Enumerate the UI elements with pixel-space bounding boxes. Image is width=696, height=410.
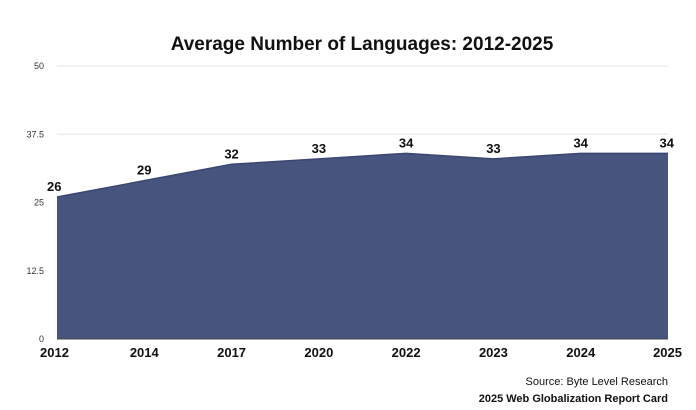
series-line: [56, 152, 668, 198]
x-tick-label: 2012: [40, 345, 69, 360]
x-tick-label: 2017: [217, 345, 246, 360]
x-tick-label: 2014: [130, 345, 160, 360]
data-label: 34: [399, 135, 414, 150]
label-layer: 2012 2014 2017 2020 2022 2023 2024 2025 26 29 32 33…: [40, 135, 682, 360]
report-title: 2025 Web Globalization Report Card: [478, 393, 668, 405]
data-label: 34: [573, 135, 588, 150]
y-tick-label: 50: [34, 61, 44, 71]
area-series: [57, 153, 668, 339]
x-tick-label: 2025: [653, 345, 682, 360]
data-label: 34: [660, 135, 675, 150]
data-label: 32: [224, 146, 238, 161]
source-note: Source: Byte Level Research: [525, 376, 668, 388]
data-label: 33: [312, 141, 326, 156]
chart-title: Average Number of Languages: 2012-2025: [171, 34, 554, 55]
x-tick-label: 2022: [392, 345, 421, 360]
y-tick-label: 0: [39, 334, 44, 344]
x-tick-label: 2024: [566, 345, 596, 360]
y-tick-label: 37.5: [26, 129, 44, 139]
x-tick-label: 2023: [479, 345, 508, 360]
x-tick-label: 2020: [304, 345, 333, 360]
data-label: 26: [47, 179, 61, 194]
y-tick-label: 12.5: [26, 266, 44, 276]
data-label: 33: [486, 141, 500, 156]
data-label: 29: [137, 163, 151, 178]
y-tick-label: 25: [34, 198, 44, 208]
area-layer: [56, 152, 668, 340]
